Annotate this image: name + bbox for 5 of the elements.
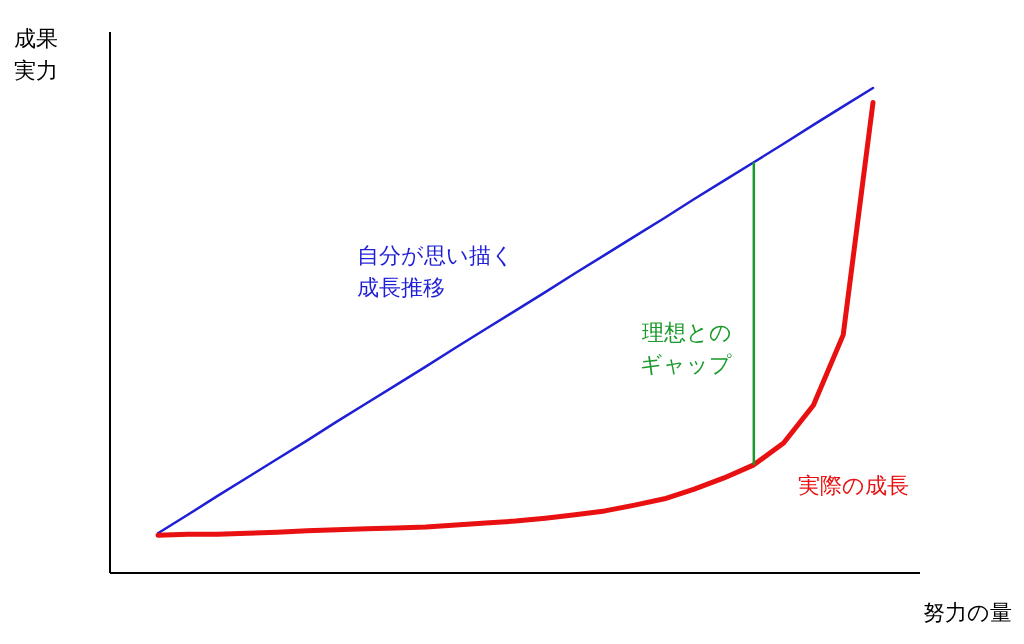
annotation: 理想とのギャップ xyxy=(639,320,732,377)
series-label: 実際の成長 xyxy=(797,473,909,499)
x-axis-title: 努力の量 xyxy=(923,600,1012,625)
series-label: 自分が思い描く成長推移 xyxy=(356,243,514,301)
y-axis-title: 成果実力 xyxy=(14,26,58,83)
